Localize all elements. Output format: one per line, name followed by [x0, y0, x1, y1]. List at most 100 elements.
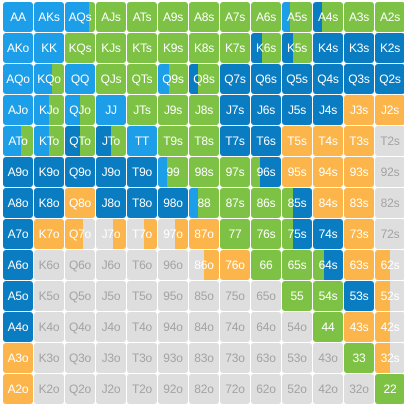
hand-cell-T3o[interactable]: T3o: [127, 343, 157, 373]
hand-cell-94o[interactable]: 94o: [158, 312, 188, 342]
hand-cell-99[interactable]: 99: [158, 157, 188, 187]
hand-cell-AQs[interactable]: AQs: [65, 2, 95, 32]
hand-cell-KQo[interactable]: KQo: [34, 64, 64, 94]
hand-cell-95s[interactable]: 95s: [282, 157, 312, 187]
hand-cell-72s[interactable]: 72s: [375, 219, 404, 249]
hand-cell-A7o[interactable]: A7o: [3, 219, 33, 249]
hand-cell-83s[interactable]: 83s: [344, 188, 374, 218]
hand-cell-KQs[interactable]: KQs: [65, 33, 95, 63]
hand-cell-K9s[interactable]: K9s: [158, 33, 188, 63]
hand-cell-JTo[interactable]: JTo: [96, 126, 126, 156]
hand-cell-J2o[interactable]: J2o: [96, 374, 126, 404]
hand-cell-J6s[interactable]: J6s: [251, 95, 281, 125]
hand-cell-K8o[interactable]: K8o: [34, 188, 64, 218]
hand-cell-55[interactable]: 55: [282, 281, 312, 311]
hand-cell-J6o[interactable]: J6o: [96, 250, 126, 280]
hand-cell-72o[interactable]: 72o: [220, 374, 250, 404]
hand-cell-32o[interactable]: 32o: [344, 374, 374, 404]
hand-cell-65s[interactable]: 65s: [282, 250, 312, 280]
hand-cell-64o[interactable]: 64o: [251, 312, 281, 342]
hand-cell-AJs[interactable]: AJs: [96, 2, 126, 32]
hand-cell-KTo[interactable]: KTo: [34, 126, 64, 156]
hand-cell-97o[interactable]: 97o: [158, 219, 188, 249]
hand-cell-84o[interactable]: 84o: [189, 312, 219, 342]
hand-cell-KJs[interactable]: KJs: [96, 33, 126, 63]
hand-cell-J7o[interactable]: J7o: [96, 219, 126, 249]
hand-cell-K6o[interactable]: K6o: [34, 250, 64, 280]
hand-cell-42s[interactable]: 42s: [375, 312, 404, 342]
hand-cell-44[interactable]: 44: [313, 312, 343, 342]
hand-cell-74s[interactable]: 74s: [313, 219, 343, 249]
hand-cell-A4s[interactable]: A4s: [313, 2, 343, 32]
hand-cell-T4s[interactable]: T4s: [313, 126, 343, 156]
hand-cell-K5s[interactable]: K5s: [282, 33, 312, 63]
hand-cell-K8s[interactable]: K8s: [189, 33, 219, 63]
hand-cell-76s[interactable]: 76s: [251, 219, 281, 249]
hand-cell-A9s[interactable]: A9s: [158, 2, 188, 32]
hand-cell-K6s[interactable]: K6s: [251, 33, 281, 63]
hand-cell-JJ[interactable]: JJ: [96, 95, 126, 125]
hand-cell-66[interactable]: 66: [251, 250, 281, 280]
hand-cell-63s[interactable]: 63s: [344, 250, 374, 280]
hand-cell-64s[interactable]: 64s: [313, 250, 343, 280]
hand-cell-52o[interactable]: 52o: [282, 374, 312, 404]
hand-cell-95o[interactable]: 95o: [158, 281, 188, 311]
hand-cell-Q8s[interactable]: Q8s: [189, 64, 219, 94]
hand-cell-KTs[interactable]: KTs: [127, 33, 157, 63]
hand-cell-83o[interactable]: 83o: [189, 343, 219, 373]
hand-cell-Q3o[interactable]: Q3o: [65, 343, 95, 373]
hand-cell-Q5s[interactable]: Q5s: [282, 64, 312, 94]
hand-cell-22[interactable]: 22: [375, 374, 404, 404]
hand-cell-AKs[interactable]: AKs: [34, 2, 64, 32]
hand-cell-K3s[interactable]: K3s: [344, 33, 374, 63]
hand-cell-96o[interactable]: 96o: [158, 250, 188, 280]
hand-cell-96s[interactable]: 96s: [251, 157, 281, 187]
hand-cell-54s[interactable]: 54s: [313, 281, 343, 311]
hand-cell-62o[interactable]: 62o: [251, 374, 281, 404]
hand-cell-Q2o[interactable]: Q2o: [65, 374, 95, 404]
hand-cell-92s[interactable]: 92s: [375, 157, 404, 187]
hand-cell-T5s[interactable]: T5s: [282, 126, 312, 156]
hand-cell-A2o[interactable]: A2o: [3, 374, 33, 404]
hand-cell-75o[interactable]: 75o: [220, 281, 250, 311]
hand-cell-Q6s[interactable]: Q6s: [251, 64, 281, 94]
hand-cell-A3o[interactable]: A3o: [3, 343, 33, 373]
hand-cell-T9s[interactable]: T9s: [158, 126, 188, 156]
hand-cell-QTs[interactable]: QTs: [127, 64, 157, 94]
hand-cell-85s[interactable]: 85s: [282, 188, 312, 218]
hand-cell-QQ[interactable]: QQ: [65, 64, 95, 94]
hand-cell-KK[interactable]: KK: [34, 33, 64, 63]
hand-cell-K4o[interactable]: K4o: [34, 312, 64, 342]
hand-cell-QJo[interactable]: QJo: [65, 95, 95, 125]
hand-cell-Q8o[interactable]: Q8o: [65, 188, 95, 218]
hand-cell-53s[interactable]: 53s: [344, 281, 374, 311]
hand-cell-Q2s[interactable]: Q2s: [375, 64, 404, 94]
hand-cell-Q4s[interactable]: Q4s: [313, 64, 343, 94]
hand-cell-84s[interactable]: 84s: [313, 188, 343, 218]
hand-cell-Q9s[interactable]: Q9s: [158, 64, 188, 94]
hand-cell-T7s[interactable]: T7s: [220, 126, 250, 156]
hand-cell-A9o[interactable]: A9o: [3, 157, 33, 187]
hand-cell-Q7o[interactable]: Q7o: [65, 219, 95, 249]
hand-cell-52s[interactable]: 52s: [375, 281, 404, 311]
hand-cell-98s[interactable]: 98s: [189, 157, 219, 187]
hand-cell-K7s[interactable]: K7s: [220, 33, 250, 63]
hand-cell-T2s[interactable]: T2s: [375, 126, 404, 156]
hand-cell-98o[interactable]: 98o: [158, 188, 188, 218]
hand-cell-A8s[interactable]: A8s: [189, 2, 219, 32]
hand-cell-93o[interactable]: 93o: [158, 343, 188, 373]
hand-cell-Q7s[interactable]: Q7s: [220, 64, 250, 94]
hand-cell-73o[interactable]: 73o: [220, 343, 250, 373]
hand-cell-K4s[interactable]: K4s: [313, 33, 343, 63]
hand-cell-J5s[interactable]: J5s: [282, 95, 312, 125]
hand-cell-J9o[interactable]: J9o: [96, 157, 126, 187]
hand-cell-ATs[interactable]: ATs: [127, 2, 157, 32]
hand-cell-32s[interactable]: 32s: [375, 343, 404, 373]
hand-cell-T8s[interactable]: T8s: [189, 126, 219, 156]
hand-cell-82o[interactable]: 82o: [189, 374, 219, 404]
hand-cell-K3o[interactable]: K3o: [34, 343, 64, 373]
hand-cell-94s[interactable]: 94s: [313, 157, 343, 187]
hand-cell-54o[interactable]: 54o: [282, 312, 312, 342]
hand-cell-43s[interactable]: 43s: [344, 312, 374, 342]
hand-cell-77[interactable]: 77: [220, 219, 250, 249]
